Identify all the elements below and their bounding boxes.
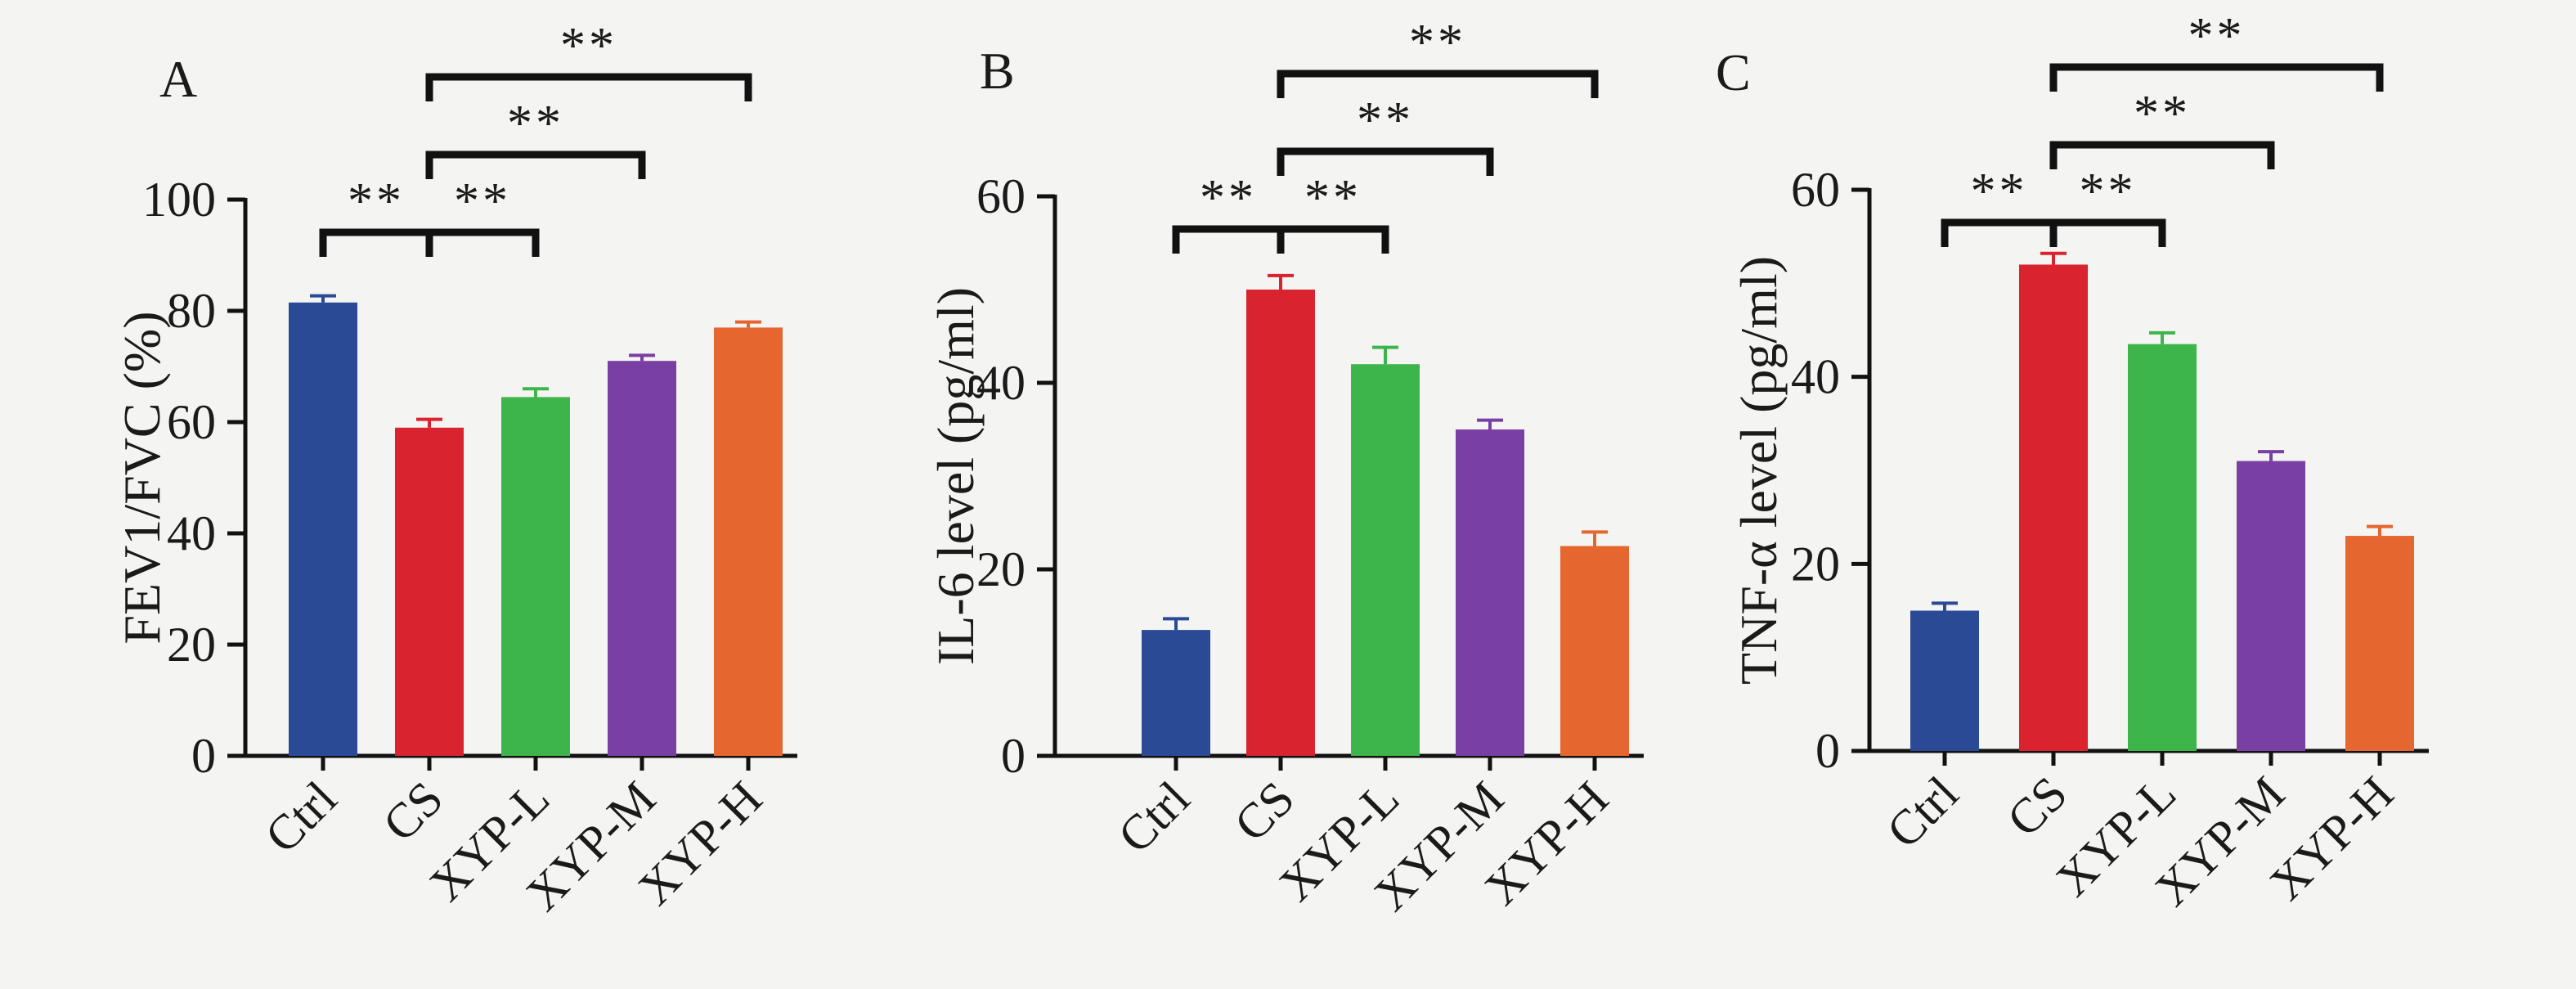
y-tick-label: 60 [167,395,216,449]
panel-letter: B [980,42,1015,100]
significance-bracket [2049,218,2166,247]
significance-label: ** [348,173,405,229]
bar-xyp-h [2345,536,2414,751]
significance-bracket [1941,218,2058,247]
significance-bracket [425,228,540,257]
bar-xyp-l [501,397,570,756]
y-tick-label: 60 [1791,163,1840,217]
bar-xyp-l [1351,364,1420,756]
significance-bracket [425,151,646,179]
significance-label: ** [507,96,564,151]
y-tick-label: 0 [191,729,216,783]
significance-bracket [425,73,752,101]
y-tick-label: 0 [1815,724,1840,778]
significance-bracket [319,228,433,257]
significance-label: ** [454,173,511,229]
category-label: XYP-H [628,771,772,915]
bar-ctrl [1910,610,1979,751]
bar-ctrl [1142,630,1210,756]
category-label: CS [1997,766,2078,847]
significance-label: ** [1409,15,1466,70]
y-tick-label: 20 [167,618,216,672]
bar-xyp-m [1456,429,1524,756]
significance-label: ** [2080,164,2137,219]
bar-cs [395,427,464,756]
panel-letter: A [159,50,197,108]
bar-xyp-h [1560,546,1629,756]
bar-ctrl [289,302,357,756]
significance-label: ** [1304,170,1362,226]
bar-xyp-l [2128,344,2197,751]
bar-xyp-m [608,361,676,756]
y-tick-label: 40 [1791,350,1840,404]
category-label: CS [1224,771,1305,852]
category-label: CS [373,771,454,852]
panel-letter: C [1716,43,1751,101]
significance-bracket [1277,147,1494,176]
significance-bracket [1172,225,1285,254]
y-tick-label: 0 [1001,729,1025,783]
significance-label: ** [1357,92,1414,148]
significance-label: ** [2188,8,2246,64]
y-axis-title: IL-6 level (pg/ml) [927,287,985,665]
y-tick-label: 40 [167,506,216,560]
significance-bracket [1277,225,1389,254]
y-tick-label: 20 [976,542,1025,596]
bar-xyp-m [2237,461,2305,751]
bar-cs [1246,290,1315,756]
y-tick-label: 20 [1791,537,1840,591]
y-tick-label: 80 [167,284,216,338]
significance-bracket [2049,141,2275,169]
y-tick-label: 60 [976,169,1025,223]
significance-label: ** [560,18,617,74]
bar-cs [2019,264,2088,751]
y-tick-label: 100 [142,173,216,227]
significance-label: ** [1971,164,2028,219]
significance-bracket [1277,70,1599,98]
bar-xyp-h [714,327,783,756]
y-axis-title: TNF-α level (pg/ml) [1730,256,1788,685]
category-label: Ctrl [1108,771,1200,864]
significance-label: ** [1200,170,1257,226]
category-label: Ctrl [255,771,348,864]
category-label: XYP-H [2260,766,2403,910]
category-label: Ctrl [1877,766,1969,859]
significance-label: ** [2134,86,2191,142]
y-tick-label: 40 [976,356,1025,410]
significance-bracket [2049,63,2384,92]
y-axis-title: FEV1/FVC (%) [113,311,171,644]
